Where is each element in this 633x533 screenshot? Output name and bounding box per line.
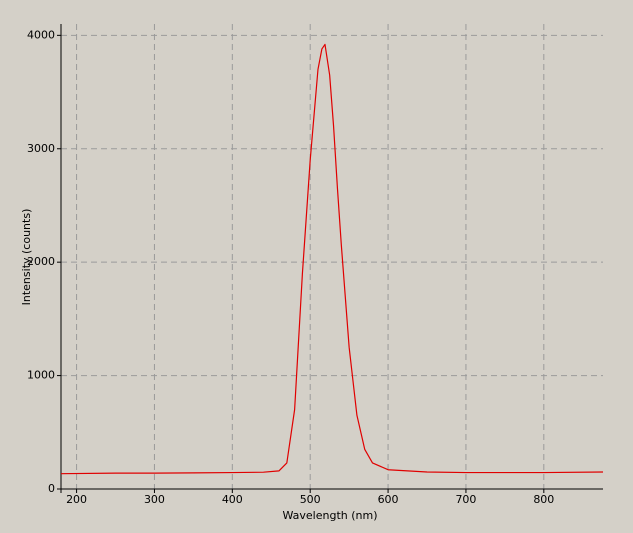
y-tick-label: 4000: [27, 28, 55, 41]
spectrum-line: [60, 43, 604, 475]
y-tick-label: 3000: [27, 142, 55, 155]
x-tick-label: 500: [300, 493, 321, 506]
x-tick-label: 400: [222, 493, 243, 506]
x-tick-label: 300: [144, 493, 165, 506]
y-tick-label: 2000: [27, 255, 55, 268]
x-axis-label: Wavelength (nm): [282, 509, 377, 522]
y-tick-label: 0: [48, 482, 55, 495]
x-tick-label: 200: [66, 493, 87, 506]
x-tick-label: 800: [533, 493, 554, 506]
x-tick-label: 600: [378, 493, 399, 506]
x-tick-label: 700: [455, 493, 476, 506]
y-tick-label: 1000: [27, 369, 55, 382]
y-axis-label: Intensity (counts): [20, 209, 33, 306]
